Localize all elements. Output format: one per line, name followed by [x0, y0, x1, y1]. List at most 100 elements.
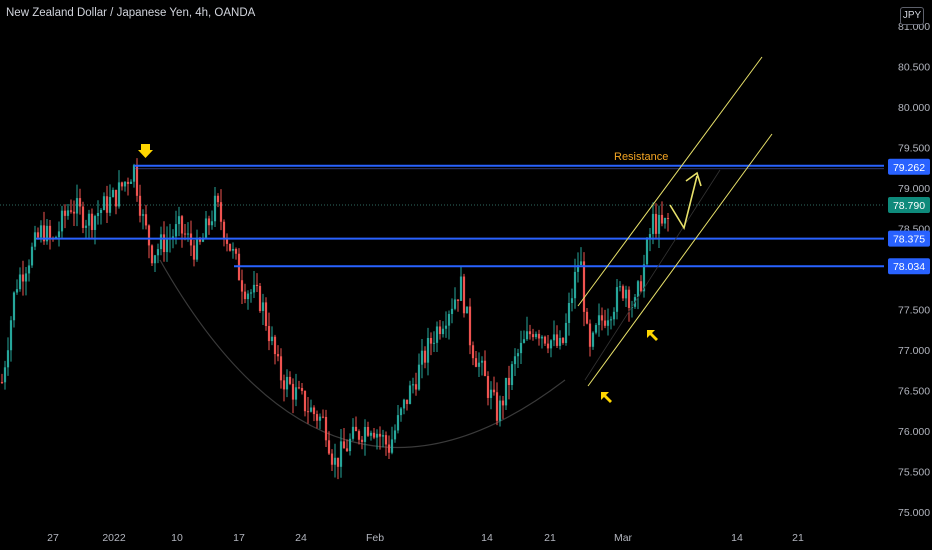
- candle-body: [369, 432, 373, 436]
- candle-body: [267, 326, 271, 342]
- candle-body: [432, 342, 436, 344]
- price-tick-label: 76.500: [898, 386, 930, 398]
- price-tick-label: 76.000: [898, 426, 930, 438]
- candle-body: [474, 358, 478, 367]
- candle-body: [6, 350, 10, 368]
- candle-body: [0, 382, 4, 384]
- time-tick-label: Mar: [614, 532, 633, 544]
- candle-body: [198, 239, 202, 242]
- candle-body: [540, 336, 544, 339]
- candle-body: [447, 313, 451, 326]
- candle-body: [357, 431, 361, 440]
- candle-body: [66, 210, 70, 216]
- candle-body: [423, 350, 427, 363]
- time-tick-label: 21: [792, 532, 804, 544]
- candle-body: [234, 248, 238, 254]
- candle-body: [372, 432, 376, 438]
- candle-body: [300, 388, 304, 391]
- candle-body: [582, 261, 586, 312]
- candle-body: [57, 231, 61, 238]
- candle-body: [555, 334, 559, 346]
- candle-body: [639, 281, 643, 292]
- candle-body: [246, 293, 250, 300]
- candle-body: [48, 225, 52, 239]
- candle-body: [9, 320, 13, 351]
- candle-body: [228, 243, 232, 251]
- candle-body: [303, 390, 307, 412]
- candle-body: [81, 206, 85, 228]
- candle-body: [99, 209, 103, 213]
- candle-body: [261, 302, 265, 311]
- candle-body: [507, 377, 511, 386]
- candle-body: [135, 165, 139, 196]
- levels-layer: Resistance: [0, 151, 884, 268]
- price-tag-label: 79.262: [893, 162, 925, 174]
- candle-body: [252, 284, 256, 293]
- candle-body: [480, 360, 484, 363]
- candle-body: [333, 457, 337, 465]
- bounce-arrow-1: [601, 392, 612, 403]
- candle-body: [345, 448, 349, 452]
- candle-body: [159, 234, 163, 250]
- channel-upper: [577, 56, 763, 307]
- candle-body: [483, 360, 487, 377]
- candle-body: [537, 333, 541, 339]
- candle-body: [171, 236, 175, 238]
- candle-body: [525, 331, 529, 340]
- candle-body: [513, 356, 517, 365]
- candle-body: [501, 400, 505, 406]
- time-tick-label: 14: [731, 532, 743, 544]
- candle-body: [471, 345, 475, 359]
- candle-body: [264, 302, 268, 327]
- candle-body: [438, 326, 442, 335]
- candle-body: [174, 224, 178, 237]
- candle-body: [603, 320, 607, 326]
- candle-body: [102, 196, 106, 210]
- candle-body: [114, 189, 118, 207]
- candle-body: [138, 195, 142, 216]
- candle-body: [570, 298, 574, 303]
- candle-body: [666, 217, 670, 219]
- currency-button[interactable]: JPY: [900, 7, 924, 25]
- projection-arrowhead: [685, 171, 702, 187]
- candle-body: [459, 276, 463, 301]
- candle-body: [429, 337, 433, 344]
- bounce-arrow-2-shape: [647, 330, 658, 341]
- candle-body: [309, 407, 313, 412]
- candle-body: [150, 245, 154, 264]
- candle-body: [105, 196, 109, 213]
- candle-body: [210, 221, 214, 226]
- candle-body: [243, 291, 247, 300]
- candle-body: [609, 319, 613, 321]
- candle-body: [453, 299, 457, 309]
- candle-body: [378, 433, 382, 437]
- candle-body: [663, 217, 667, 224]
- candle-body: [72, 211, 76, 214]
- price-tag: [888, 230, 930, 247]
- candle-body: [414, 384, 418, 390]
- candle-body: [225, 239, 229, 244]
- time-axis[interactable]: 27 2022 10 17 24 Feb 14 21 Mar 14 21: [47, 532, 804, 544]
- candle-body: [336, 457, 340, 467]
- candle-body: [24, 273, 28, 282]
- candle-body: [450, 308, 454, 314]
- candle-body: [465, 306, 469, 314]
- candle-body: [45, 225, 49, 242]
- candle-body: [96, 212, 100, 217]
- price-tag-label: 78.034: [893, 261, 925, 273]
- candle-body: [594, 325, 598, 333]
- candle-body: [510, 364, 514, 386]
- candle-body: [177, 216, 181, 225]
- candle-body: [477, 362, 481, 367]
- price-tick-label: 79.500: [898, 143, 930, 155]
- candle-body: [348, 438, 352, 452]
- candle-body: [375, 433, 379, 438]
- candle-body: [648, 234, 652, 240]
- candle-body: [315, 414, 319, 421]
- candle-body: [492, 389, 496, 393]
- candle-body: [36, 232, 40, 238]
- channel-lower: [587, 133, 773, 387]
- candle-body: [549, 340, 553, 349]
